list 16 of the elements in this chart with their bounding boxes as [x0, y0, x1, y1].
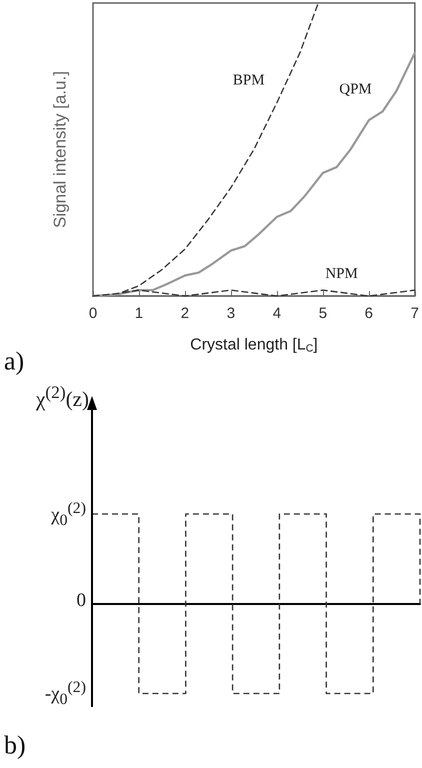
x-tick-label: 6 — [364, 305, 374, 322]
x-tick-label: 3 — [226, 305, 236, 322]
x-tick-label: 5 — [318, 305, 328, 322]
series-label: NPM — [325, 266, 358, 282]
x-tick-label: 7 — [410, 305, 419, 322]
text: b) — [4, 730, 26, 760]
y-axis-title: Signal intensity [a.u.] — [50, 71, 70, 228]
text: a) — [4, 346, 24, 376]
text: 0 — [76, 590, 86, 612]
x-tick-label: 0 — [88, 305, 98, 322]
x-tick-label: 4 — [272, 305, 282, 322]
x-tick-label: 2 — [180, 305, 190, 322]
series-label: QPM — [339, 81, 372, 98]
series-label: BPM — [232, 72, 265, 89]
x-tick-label: 1 — [134, 305, 144, 322]
y-axis-title: χ$^{(2)}$(z) — [36, 382, 89, 412]
